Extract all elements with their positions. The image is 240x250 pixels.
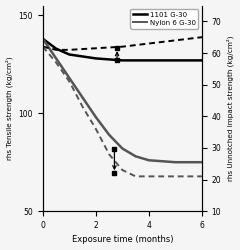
Y-axis label: rhs Tensile strength (kg/cm²): rhs Tensile strength (kg/cm²): [6, 56, 13, 160]
Legend: 1101 G-30, Nylon 6 G-30: 1101 G-30, Nylon 6 G-30: [130, 9, 198, 29]
Y-axis label: rhs Unnotched impact strength (kg/cm²): rhs Unnotched impact strength (kg/cm²): [227, 36, 234, 181]
X-axis label: Exposure time (months): Exposure time (months): [72, 236, 173, 244]
